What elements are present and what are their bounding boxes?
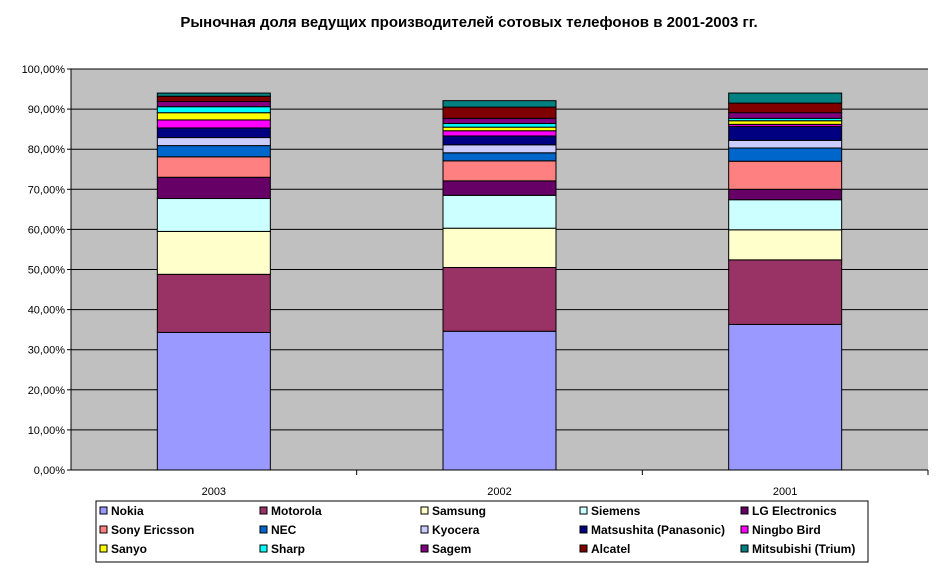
bar-segment-motorola-2002 bbox=[442, 266, 557, 332]
plot-area: 0,00% 10,00% 20,00% 30,00% 40,00% 50,00% 60,00… bbox=[22, 64, 929, 498]
legend-swatch bbox=[740, 544, 749, 553]
bar-segment-sharp-2002 bbox=[442, 123, 557, 128]
legend-label: NEC bbox=[271, 523, 297, 537]
legend-swatch bbox=[579, 525, 588, 534]
legend-label: Sharp bbox=[271, 542, 305, 556]
chart-title: Рыночная доля ведущих производителей сот… bbox=[180, 14, 757, 31]
y-tick-label: 10,00% bbox=[28, 425, 66, 437]
bar-segment-nokia-2002 bbox=[442, 330, 557, 471]
y-tick-label: 20,00% bbox=[28, 385, 66, 397]
legend-label: Mitsubishi (Trium) bbox=[752, 542, 855, 556]
legend-swatch bbox=[420, 544, 429, 553]
y-tick-label: 100,00% bbox=[22, 64, 66, 76]
legend-label: Samsung bbox=[432, 504, 486, 518]
legend-label: Motorola bbox=[271, 504, 322, 518]
bar-segment-sanyo-2003 bbox=[156, 112, 271, 121]
y-tick-label: 40,00% bbox=[28, 305, 66, 317]
bar-segment-siemens-2001 bbox=[728, 199, 843, 231]
legend-label: Sanyo bbox=[111, 542, 147, 556]
bar-segment-matsushita-panasonic-2003 bbox=[156, 127, 271, 139]
y-tick-label: 70,00% bbox=[28, 184, 66, 196]
y-tick-label: 50,00% bbox=[28, 265, 66, 277]
bar-segment-ningbo-bird-2002 bbox=[442, 130, 557, 137]
bar-segment-sagem-2002 bbox=[442, 117, 557, 125]
legend-swatch bbox=[259, 506, 268, 515]
legend-label: Ningbo Bird bbox=[752, 523, 821, 537]
bar-segment-sagem-2003 bbox=[156, 100, 271, 108]
bar-segment-nec-2003 bbox=[156, 145, 271, 158]
bar-segment-sony-ericsson-2001 bbox=[728, 160, 843, 190]
legend-swatch bbox=[740, 525, 749, 534]
legend-swatch bbox=[99, 506, 108, 515]
legend-label: Alcatel bbox=[591, 542, 630, 556]
legend-label: Sony Ericsson bbox=[111, 523, 194, 537]
y-tick-label: 80,00% bbox=[28, 144, 66, 156]
legend-box bbox=[95, 500, 869, 563]
x-tick-label: 2001 bbox=[773, 486, 797, 498]
bar-segment-samsung-2002 bbox=[442, 227, 557, 268]
bar-segment-nec-2001 bbox=[728, 147, 843, 162]
legend-swatch bbox=[579, 506, 588, 515]
bar-segment-mitsubishi-trium-2001 bbox=[728, 92, 843, 104]
bar-segment-sagem-2001 bbox=[728, 112, 843, 119]
bar-segment-kyocera-2002 bbox=[442, 144, 557, 154]
legend: Nokia Motorola Samsung Siemens LG Electronic… bbox=[95, 500, 869, 563]
bar-segment-mitsubishi-trium-2002 bbox=[442, 100, 557, 108]
bar-segment-lg-electronics-2001 bbox=[728, 188, 843, 201]
y-tick-label: 30,00% bbox=[28, 345, 66, 357]
y-tick-label: 90,00% bbox=[28, 104, 66, 116]
bar-segment-mitsubishi-trium-2003 bbox=[156, 92, 271, 97]
bar-segment-kyocera-2001 bbox=[728, 139, 843, 149]
bar-segment-nokia-2003 bbox=[156, 331, 271, 471]
bar-segment-sony-ericsson-2003 bbox=[156, 156, 271, 178]
bar-segment-alcatel-2002 bbox=[442, 106, 557, 119]
bar-segment-matsushita-panasonic-2001 bbox=[728, 125, 843, 141]
legend-swatch bbox=[99, 525, 108, 534]
y-tick-label: 0,00% bbox=[34, 465, 65, 477]
legend-swatch bbox=[420, 506, 429, 515]
legend-label: Nokia bbox=[111, 504, 144, 518]
legend-swatch bbox=[259, 544, 268, 553]
y-tick-label: 60,00% bbox=[28, 224, 66, 236]
bar-segment-sharp-2003 bbox=[156, 106, 271, 114]
bar-segment-sanyo-2001 bbox=[728, 120, 843, 125]
bar-segment-lg-electronics-2002 bbox=[442, 180, 557, 196]
bar-segment-ningbo-bird-2003 bbox=[156, 119, 271, 129]
legend-label: LG Electronics bbox=[752, 504, 837, 518]
x-tick-label: 2002 bbox=[487, 486, 511, 498]
bar-segment-nec-2002 bbox=[442, 152, 557, 162]
legend-swatch bbox=[420, 525, 429, 534]
legend-label: Sagem bbox=[432, 542, 471, 556]
legend-label: Siemens bbox=[591, 504, 641, 518]
bar-segment-sanyo-2002 bbox=[442, 126, 557, 132]
bar-segment-nokia-2001 bbox=[728, 323, 843, 471]
bar-segment-alcatel-2001 bbox=[728, 102, 843, 114]
bar-segment-matsushita-panasonic-2002 bbox=[442, 135, 557, 146]
bar-segment-samsung-2001 bbox=[728, 229, 843, 261]
bar-segment-siemens-2002 bbox=[442, 194, 557, 229]
legend-label: Matsushita (Panasonic) bbox=[591, 523, 725, 537]
legend-swatch bbox=[740, 506, 749, 515]
legend-swatch bbox=[259, 525, 268, 534]
legend-label: Kyocera bbox=[432, 523, 480, 537]
bar-segment-samsung-2003 bbox=[156, 230, 271, 275]
bar-segment-motorola-2003 bbox=[156, 273, 271, 333]
legend-swatch bbox=[99, 544, 108, 553]
bar-segment-siemens-2003 bbox=[156, 198, 271, 232]
bar-segment-motorola-2001 bbox=[728, 259, 843, 325]
bar-segment-alcatel-2003 bbox=[156, 95, 271, 102]
bar-segment-lg-electronics-2003 bbox=[156, 176, 271, 200]
x-tick-label: 2003 bbox=[202, 486, 226, 498]
bar-segment-sony-ericsson-2002 bbox=[442, 160, 557, 182]
legend-swatch bbox=[579, 544, 588, 553]
bar-segment-kyocera-2003 bbox=[156, 137, 271, 147]
